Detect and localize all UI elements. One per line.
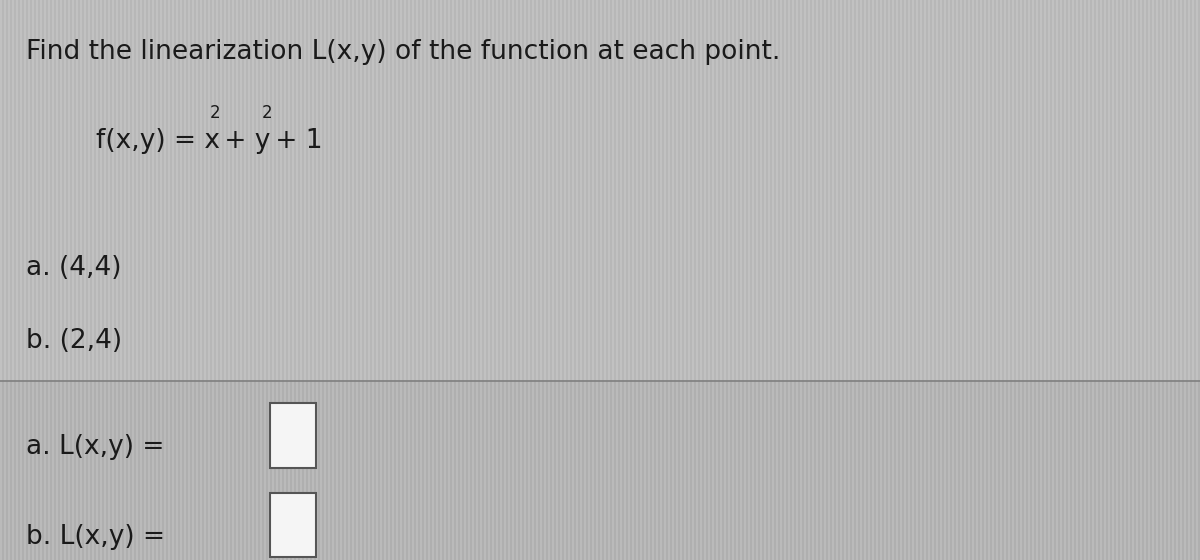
FancyBboxPatch shape [270, 493, 316, 557]
Text: + y: + y [216, 128, 270, 155]
Text: + 1: + 1 [268, 128, 323, 155]
Text: b. (2,4): b. (2,4) [26, 328, 122, 353]
Text: a. (4,4): a. (4,4) [26, 255, 122, 281]
Text: b. L(x,y) =: b. L(x,y) = [26, 524, 166, 549]
Text: 2: 2 [210, 104, 221, 122]
Text: Find the linearization L(x,y) of the function at each point.: Find the linearization L(x,y) of the fun… [26, 39, 781, 65]
FancyBboxPatch shape [270, 403, 316, 468]
Text: f(x,y) = x: f(x,y) = x [96, 128, 220, 155]
Text: 2: 2 [262, 104, 272, 122]
Text: a. L(x,y) =: a. L(x,y) = [26, 434, 164, 460]
